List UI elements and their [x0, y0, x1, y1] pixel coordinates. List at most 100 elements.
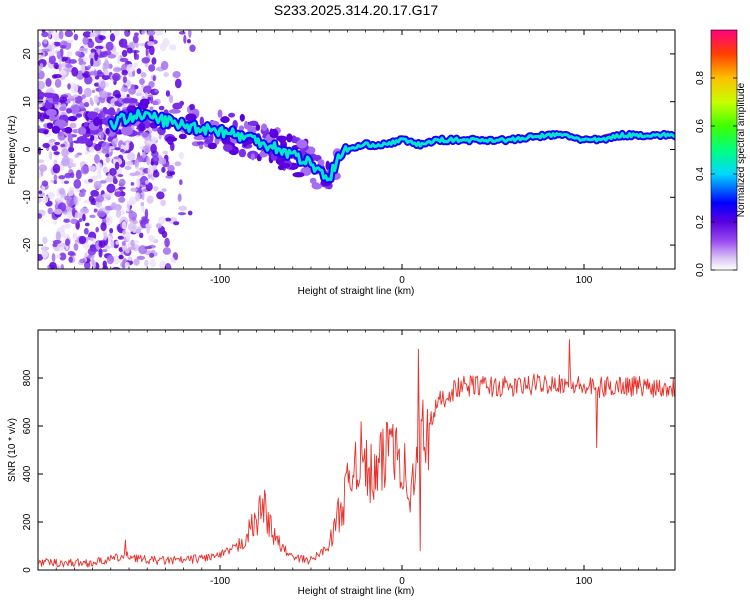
heat-ridge-blob [75, 113, 83, 118]
heat-ridge-blob [64, 126, 73, 134]
heat-noise-blob [132, 35, 139, 44]
heat-noise-blob [42, 143, 50, 149]
y-tick-label: -20 [22, 237, 33, 252]
heat-noise-blob [115, 209, 122, 219]
heat-noise-blob [74, 153, 79, 158]
heat-noise-blob [83, 200, 90, 204]
heat-noise-blob [127, 222, 137, 232]
heat-ridge-blob [222, 144, 233, 152]
heat-noise-blob [126, 64, 135, 73]
heat-noise-blob [48, 55, 56, 65]
heat-ridge-blob [67, 133, 73, 143]
heat-noise-blob [54, 141, 61, 146]
x-tick-label: 100 [576, 576, 593, 587]
heat-noise-blob [75, 169, 82, 180]
heat-noise-blob [134, 32, 139, 37]
heat-noise-blob [179, 179, 183, 186]
heat-noise-blob [59, 96, 68, 103]
heat-noise-blob [115, 240, 120, 245]
heat-noise-blob [105, 156, 110, 164]
heat-noise-blob [121, 241, 126, 246]
heat-noise-blob [177, 212, 187, 216]
heat-noise-blob [68, 192, 72, 197]
heat-noise-blob [110, 240, 115, 248]
heat-noise-blob [177, 193, 182, 202]
heat-noise-blob [52, 239, 62, 245]
heat-noise-blob [84, 222, 90, 227]
heat-noise-blob [69, 82, 76, 88]
heat-noise-blob [146, 30, 156, 36]
heat-noise-blob [144, 245, 152, 250]
y-tick-label: 600 [22, 417, 33, 434]
heat-noise-blob [147, 94, 154, 98]
heat-noise-blob [136, 255, 146, 260]
heat-ridge-blob [250, 153, 255, 161]
heat-noise-blob [41, 195, 49, 204]
heat-noise-blob [165, 90, 171, 97]
heat-noise-blob [78, 218, 83, 223]
heat-noise-blob [51, 43, 55, 53]
heat-ridge-blob [220, 116, 230, 124]
heat-ridge-blob [43, 130, 49, 135]
heat-noise-blob [149, 106, 154, 111]
heat-ridge-blob [292, 172, 305, 178]
heat-noise-blob [93, 94, 100, 104]
heat-noise-blob [122, 76, 128, 84]
heat-noise-blob [127, 246, 136, 251]
x-tick-label: -100 [210, 576, 230, 587]
heat-noise-blob [122, 38, 128, 49]
y-tick-label: 0 [22, 146, 33, 152]
heat-noise-blob [124, 261, 130, 268]
heat-noise-blob [87, 247, 97, 256]
heat-noise-blob [90, 189, 100, 197]
heat-noise-blob [53, 62, 59, 70]
heat-noise-blob [167, 164, 175, 172]
heat-ridge-blob [77, 126, 87, 135]
heat-noise-blob [148, 81, 155, 88]
heat-noise-blob [51, 252, 56, 263]
heat-noise-blob [58, 63, 62, 72]
heat-noise-blob [87, 40, 95, 49]
heat-noise-blob [126, 47, 133, 54]
heat-noise-blob [174, 161, 182, 167]
heat-noise-blob [130, 187, 138, 192]
heat-noise-blob [73, 243, 79, 251]
heat-ridge-blob [178, 133, 187, 140]
heat-ridge-blob [51, 125, 61, 134]
heat-noise-blob [45, 78, 52, 87]
heat-noise-blob [73, 195, 78, 206]
heat-noise-blob [74, 211, 82, 219]
heat-ridge-blob [90, 134, 95, 142]
heat-noise-blob [121, 221, 127, 230]
spectrogram-y-ticks: -20 -10 0 10 20 [22, 48, 675, 252]
heat-noise-blob [114, 161, 120, 170]
colorbar-frame [710, 29, 738, 271]
heat-noise-blob [139, 232, 144, 239]
heat-noise-blob [91, 89, 96, 94]
heat-noise-blob [102, 166, 109, 174]
heat-ridge-blob [107, 136, 113, 142]
heat-noise-blob [83, 227, 89, 235]
heat-noise-blob [81, 94, 86, 100]
heat-noise-blob [158, 134, 162, 140]
heat-noise-blob [117, 174, 124, 178]
heat-noise-blob [156, 191, 165, 200]
heat-noise-blob [80, 188, 86, 197]
heat-ridge-blob [239, 113, 245, 122]
heat-noise-blob [127, 242, 131, 248]
heat-noise-blob [140, 72, 147, 78]
snr-x-ticks: -100 0 100 [37, 330, 676, 587]
heat-noise-blob [178, 152, 184, 160]
heat-noise-blob [134, 159, 140, 168]
heat-noise-blob [186, 38, 191, 44]
heat-noise-blob [54, 78, 62, 88]
spectrogram-x-ticks: -100 0 100 [37, 30, 676, 286]
heat-noise-blob [63, 180, 70, 185]
heat-ridge-blob [76, 136, 89, 144]
heat-noise-blob [56, 50, 62, 60]
heat-noise-blob [38, 65, 41, 74]
heat-noise-blob [100, 80, 106, 90]
heat-noise-blob [60, 58, 67, 62]
heat-noise-blob [119, 148, 125, 153]
